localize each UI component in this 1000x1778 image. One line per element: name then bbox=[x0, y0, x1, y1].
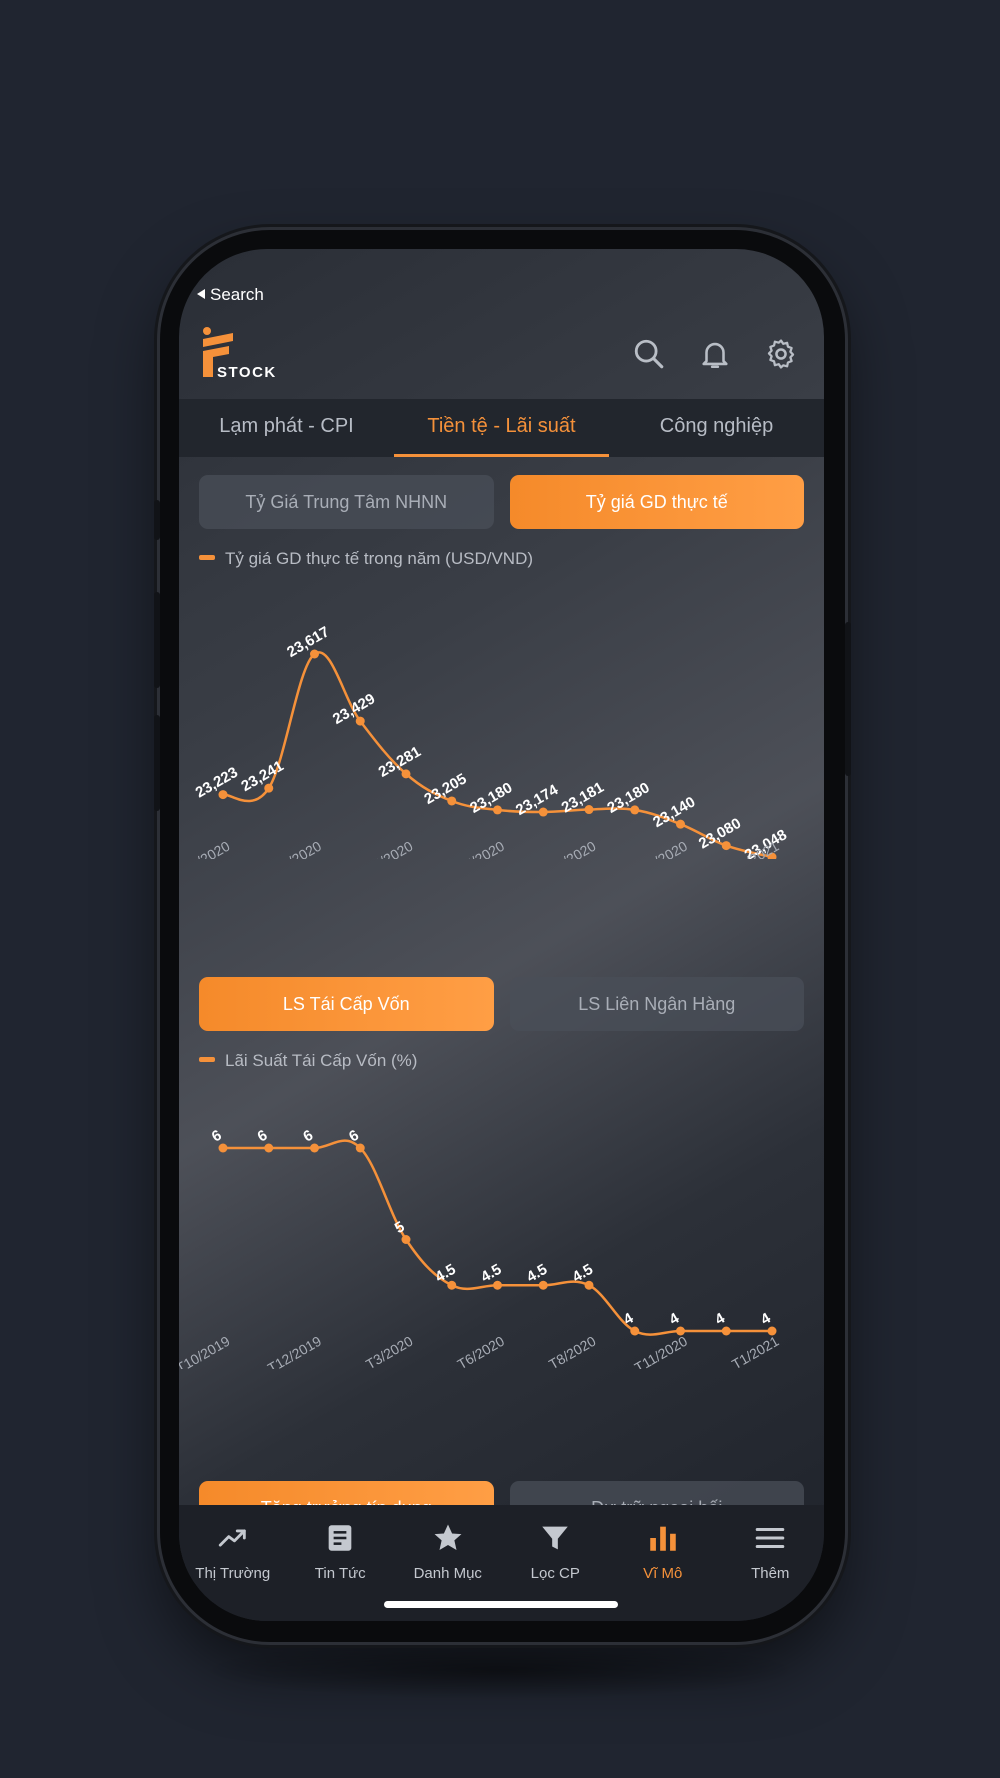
phone-shadow bbox=[200, 1640, 800, 1700]
x-tick-label: T9/2020 bbox=[546, 838, 599, 859]
x-tick-label: T1/2020 bbox=[180, 838, 233, 859]
nav-vi-mo[interactable]: Vĩ Mô bbox=[609, 1505, 717, 1621]
data-point bbox=[264, 783, 274, 793]
actual-rate-button[interactable]: Tỷ giá GD thực tế bbox=[509, 475, 804, 529]
volume-down-button bbox=[154, 715, 160, 811]
exchange-rate-toggle: Tỷ Giá Trung Tâm NHNN Tỷ giá GD thực tế bbox=[199, 475, 804, 529]
power-button bbox=[845, 622, 851, 776]
data-point bbox=[447, 796, 457, 806]
data-point bbox=[538, 1280, 548, 1290]
data-point bbox=[767, 852, 777, 859]
x-tick-label: T1/2021 bbox=[729, 1333, 782, 1369]
data-point bbox=[264, 1143, 274, 1153]
tab-tien-te-lai-suat[interactable]: Tiền tệ - Lãi suất bbox=[394, 399, 609, 457]
app-logo: STOCK bbox=[203, 327, 277, 381]
legend-swatch bbox=[199, 555, 215, 560]
exchange-rate-chart: 23,22323,24123,61723,42923,28123,20523,1… bbox=[180, 623, 790, 859]
data-point bbox=[218, 1143, 228, 1153]
nav-thi-truong[interactable]: Thị Trường bbox=[179, 1505, 287, 1621]
menu-icon bbox=[755, 1527, 785, 1549]
legend-swatch bbox=[199, 1057, 215, 1062]
header-actions bbox=[632, 337, 798, 371]
x-tick-label: T10/2019 bbox=[179, 1333, 233, 1369]
data-point bbox=[493, 805, 502, 815]
x-tick-label: T11/2020 bbox=[632, 1333, 691, 1369]
back-to-search[interactable]: Search bbox=[197, 285, 264, 305]
interbank-rate-button[interactable]: LS Liên Ngân Hàng bbox=[509, 977, 804, 1031]
x-tick-label: T3/2020 bbox=[363, 1333, 416, 1369]
x-tick-label: T3/2020 bbox=[272, 838, 325, 859]
data-label: 4 bbox=[712, 1309, 728, 1328]
bar-chart-icon bbox=[650, 1526, 676, 1551]
gear-icon[interactable] bbox=[764, 337, 798, 371]
x-tick-label: T8/2020 bbox=[546, 1333, 599, 1369]
data-label: 23,223 bbox=[193, 764, 241, 802]
data-point bbox=[676, 819, 685, 829]
x-tick-label: T12/2019 bbox=[265, 1333, 324, 1369]
data-point bbox=[310, 1143, 319, 1153]
nav-them[interactable]: Thêm bbox=[717, 1505, 825, 1621]
data-label: 4 bbox=[621, 1309, 637, 1328]
data-label: 23,205 bbox=[421, 770, 469, 808]
data-point bbox=[218, 790, 228, 800]
data-point bbox=[630, 1326, 640, 1336]
refinance-rate-button[interactable]: LS Tái Cấp Vốn bbox=[199, 977, 494, 1031]
data-point bbox=[721, 841, 731, 851]
data-point bbox=[355, 1143, 365, 1153]
data-label: 6 bbox=[346, 1127, 362, 1146]
series-line bbox=[222, 651, 773, 859]
category-tabs: Lạm phát - CPI Tiền tệ - Lãi suất Công n… bbox=[179, 399, 824, 457]
bell-icon[interactable] bbox=[698, 337, 732, 371]
filter-icon bbox=[542, 1526, 568, 1550]
data-point bbox=[630, 805, 640, 815]
data-point bbox=[538, 807, 548, 817]
data-point bbox=[401, 1235, 411, 1244]
data-label: 4 bbox=[758, 1309, 774, 1328]
rate-chart-legend: Lãi Suất Tái Cấp Vốn (%) bbox=[199, 1051, 417, 1071]
x-tick-label: T5/2020 bbox=[363, 838, 416, 859]
data-label: 6 bbox=[209, 1127, 225, 1146]
nav-loc-cp[interactable]: Lọc CP bbox=[502, 1505, 610, 1621]
data-point bbox=[355, 716, 365, 726]
news-icon bbox=[328, 1525, 352, 1551]
tab-lam-phat-cpi[interactable]: Lạm phát - CPI bbox=[219, 415, 354, 437]
exchange-chart-legend: Tỷ giá GD thực tế trong năm (USD/VND) bbox=[199, 549, 533, 569]
home-indicator bbox=[384, 1601, 618, 1608]
data-label: 6 bbox=[300, 1127, 316, 1146]
x-tick-label: T7/2020 bbox=[455, 838, 508, 859]
x-tick-label: T11/2020 bbox=[632, 838, 691, 859]
volume-up-button bbox=[154, 592, 160, 688]
data-point bbox=[584, 1280, 594, 1290]
data-label: 23,241 bbox=[238, 757, 286, 795]
data-point bbox=[493, 1280, 502, 1290]
data-point bbox=[721, 1326, 731, 1336]
series-line bbox=[222, 1139, 772, 1336]
data-label: 6 bbox=[255, 1127, 271, 1146]
data-point bbox=[584, 805, 594, 815]
interest-rate-toggle: LS Tái Cấp Vốn LS Liên Ngân Hàng bbox=[199, 977, 804, 1031]
x-tick-label: T6/2020 bbox=[455, 1333, 508, 1369]
data-label: 23,429 bbox=[330, 690, 378, 728]
search-icon[interactable] bbox=[632, 337, 666, 371]
data-label: 5 bbox=[392, 1218, 408, 1237]
trend-icon bbox=[218, 1529, 246, 1547]
data-point bbox=[676, 1326, 685, 1336]
data-point bbox=[447, 1280, 457, 1290]
mute-switch bbox=[154, 500, 160, 540]
svg-text:STOCK: STOCK bbox=[217, 364, 277, 381]
nav-tin-tuc[interactable]: Tin Tức bbox=[287, 1505, 395, 1621]
data-label: 23,080 bbox=[696, 815, 744, 853]
tab-cong-nghiep[interactable]: Công nghiệp bbox=[659, 415, 774, 437]
data-point bbox=[401, 769, 411, 779]
back-arrow-icon bbox=[197, 289, 205, 299]
data-point bbox=[310, 649, 319, 659]
nav-danh-muc[interactable]: Danh Mục bbox=[394, 1505, 502, 1621]
app-screen: Search STOCK Lạm phát - CPI Tiền tệ - Lã… bbox=[179, 249, 824, 1621]
data-label: 4 bbox=[666, 1309, 682, 1328]
data-label: 23,140 bbox=[650, 793, 698, 831]
data-point bbox=[767, 1326, 777, 1336]
central-rate-button[interactable]: Tỷ Giá Trung Tâm NHNN bbox=[199, 475, 494, 529]
star-icon bbox=[434, 1524, 462, 1551]
